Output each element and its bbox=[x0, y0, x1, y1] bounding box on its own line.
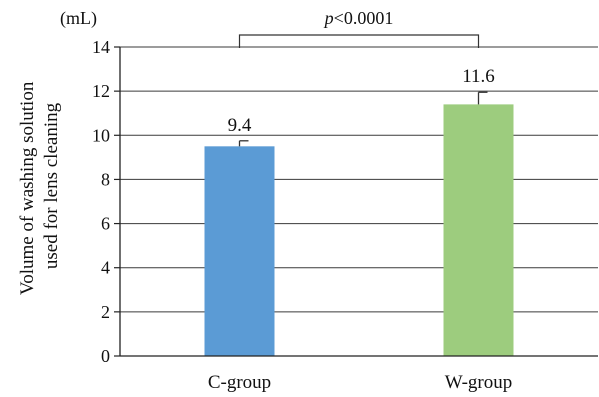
y-ticks: 0 2 4 6 8 10 12 14 bbox=[92, 37, 120, 366]
y-axis-title: Volume of washing solution used for lens… bbox=[17, 77, 62, 295]
bars bbox=[204, 91, 514, 356]
y-axis-title-line1: Volume of washing solution bbox=[17, 81, 38, 295]
data-label: 11.6 bbox=[462, 66, 495, 87]
y-tick-label: 8 bbox=[101, 169, 110, 189]
axes bbox=[119, 47, 598, 357]
y-tick-label: 6 bbox=[101, 214, 110, 234]
unit-label: (mL) bbox=[60, 8, 97, 29]
bar-w-group bbox=[443, 104, 514, 356]
bar-c-group bbox=[204, 146, 275, 356]
y-tick-label: 14 bbox=[92, 37, 110, 57]
p-symbol: p bbox=[323, 8, 334, 28]
significance-bracket-line bbox=[238, 34, 480, 48]
labels: 9.4 C-group 11.6 W-group bbox=[208, 66, 512, 393]
significance-bracket: p<0.0001 bbox=[238, 8, 480, 48]
y-axis-title-line2: used for lens cleaning bbox=[41, 102, 62, 269]
x-tick-label: C-group bbox=[208, 372, 271, 393]
y-tick-label: 10 bbox=[92, 125, 110, 145]
data-label: 9.4 bbox=[228, 115, 252, 136]
p-value-text: <0.0001 bbox=[334, 8, 394, 28]
y-tick-label: 4 bbox=[101, 258, 110, 278]
y-tick-label: 12 bbox=[92, 81, 110, 101]
significance-label: p<0.0001 bbox=[323, 8, 394, 28]
x-tick-label: W-group bbox=[445, 372, 513, 393]
y-tick-label: 0 bbox=[101, 346, 110, 366]
grid-lines bbox=[120, 46, 598, 313]
y-tick-label: 2 bbox=[101, 302, 110, 322]
